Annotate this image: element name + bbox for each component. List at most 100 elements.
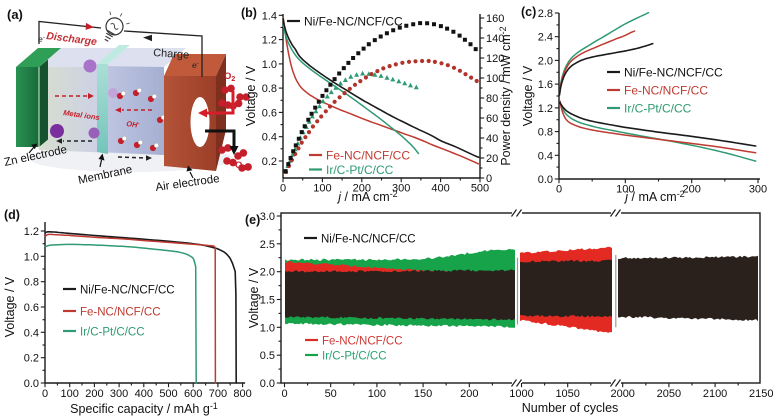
svg-text:0.2: 0.2 <box>24 353 39 365</box>
svg-text:0.2: 0.2 <box>262 156 277 168</box>
svg-text:Power density / mW cm-2: Power density / mW cm-2 <box>498 26 513 165</box>
svg-text:40: 40 <box>486 133 498 145</box>
svg-text:Fe-NC/NCF/CC: Fe-NC/NCF/CC <box>624 84 708 98</box>
svg-text:(c): (c) <box>521 5 536 19</box>
svg-text:0.5: 0.5 <box>260 350 275 362</box>
svg-text:Ir/C-Pt/C/CC: Ir/C-Pt/C/CC <box>80 327 145 339</box>
svg-text:0.8: 0.8 <box>538 127 553 139</box>
svg-text:1.0: 1.0 <box>24 251 39 263</box>
svg-text:200: 200 <box>85 388 103 400</box>
svg-text:1000: 1000 <box>509 388 533 400</box>
svg-text:200: 200 <box>353 183 371 195</box>
svg-text:300: 300 <box>392 183 410 195</box>
svg-text:2100: 2100 <box>703 388 727 400</box>
svg-text:0.4: 0.4 <box>262 132 277 144</box>
svg-text:1.2: 1.2 <box>262 35 277 47</box>
svg-text:Charge: Charge <box>153 47 190 61</box>
svg-text:0: 0 <box>42 388 48 400</box>
svg-text:e-: e- <box>38 34 45 44</box>
svg-text:1.0: 1.0 <box>260 322 275 334</box>
svg-text:Voltage / V: Voltage / V <box>244 65 258 126</box>
svg-text:0.8: 0.8 <box>24 277 39 289</box>
svg-text:3.0: 3.0 <box>260 211 275 223</box>
svg-text:0: 0 <box>486 173 492 185</box>
svg-text:j / mA cm-2: j / mA cm-2 <box>336 189 397 204</box>
svg-text:Fe-NC/NCF/CC: Fe-NC/NCF/CC <box>80 307 161 319</box>
svg-text:(b): (b) <box>241 6 257 20</box>
svg-text:800: 800 <box>233 388 251 400</box>
svg-text:0: 0 <box>281 388 287 400</box>
svg-text:200: 200 <box>682 184 700 196</box>
svg-text:200: 200 <box>460 388 478 400</box>
svg-text:700: 700 <box>209 388 227 400</box>
svg-text:400: 400 <box>431 183 449 195</box>
svg-text:2.0: 2.0 <box>260 267 275 279</box>
svg-text:600: 600 <box>184 388 202 400</box>
svg-text:Ni/Fe-NC/NCF/CC: Ni/Fe-NC/NCF/CC <box>304 15 403 29</box>
svg-text:2000: 2000 <box>610 388 634 400</box>
svg-text:0.0: 0.0 <box>538 174 553 186</box>
svg-text:0.0: 0.0 <box>24 378 39 390</box>
svg-text:2.4: 2.4 <box>538 32 553 44</box>
svg-text:2.8: 2.8 <box>538 8 553 20</box>
svg-text:2.0: 2.0 <box>538 55 553 67</box>
svg-text:50: 50 <box>325 388 337 400</box>
svg-text:400: 400 <box>135 388 153 400</box>
svg-text:OH-: OH- <box>126 119 140 130</box>
svg-text:0: 0 <box>556 184 562 196</box>
svg-text:1.5: 1.5 <box>260 294 275 306</box>
svg-text:160: 160 <box>486 13 504 25</box>
svg-text:100: 100 <box>368 388 386 400</box>
svg-text:100: 100 <box>486 73 504 85</box>
svg-text:1.6: 1.6 <box>538 79 553 91</box>
svg-text:0.0: 0.0 <box>260 378 275 390</box>
svg-text:500: 500 <box>159 388 177 400</box>
svg-text:300: 300 <box>749 184 767 196</box>
svg-text:1.2: 1.2 <box>24 226 39 238</box>
svg-text:150: 150 <box>414 388 432 400</box>
svg-text:(d): (d) <box>4 208 20 222</box>
svg-text:Voltage / V: Voltage / V <box>247 267 261 328</box>
svg-text:Ir/C-Pt/C/CC: Ir/C-Pt/C/CC <box>326 163 394 177</box>
svg-text:100: 100 <box>61 388 79 400</box>
svg-text:0.6: 0.6 <box>262 107 277 119</box>
svg-text:60: 60 <box>486 113 498 125</box>
svg-text:120: 120 <box>486 53 504 65</box>
svg-text:20: 20 <box>486 153 498 165</box>
svg-text:Number of cycles: Number of cycles <box>522 401 619 415</box>
svg-text:1.4: 1.4 <box>262 10 277 22</box>
svg-text:100: 100 <box>313 183 331 195</box>
svg-text:1.2: 1.2 <box>538 103 553 115</box>
svg-text:Specific capacity / mAh g-1: Specific capacity / mAh g-1 <box>70 401 218 416</box>
svg-text:O2: O2 <box>235 160 246 172</box>
svg-text:Voltage / V: Voltage / V <box>521 65 535 126</box>
svg-text:80: 80 <box>486 93 498 105</box>
svg-text:0.6: 0.6 <box>24 302 39 314</box>
svg-text:0.4: 0.4 <box>538 150 553 162</box>
svg-text:Voltage / V: Voltage / V <box>3 276 17 337</box>
svg-text:0: 0 <box>280 183 286 195</box>
svg-text:2150: 2150 <box>749 388 773 400</box>
svg-text:Air electrode: Air electrode <box>155 173 221 194</box>
svg-text:1.0: 1.0 <box>262 59 277 71</box>
svg-text:O2: O2 <box>224 71 235 83</box>
svg-text:(e): (e) <box>245 213 260 227</box>
svg-text:Ni/Fe-NC/NCF/CC: Ni/Fe-NC/NCF/CC <box>321 234 416 246</box>
svg-text:Ir/C-Pt/C/CC: Ir/C-Pt/C/CC <box>322 351 387 363</box>
svg-text:Fe-NC/NCF/CC: Fe-NC/NCF/CC <box>322 336 403 348</box>
svg-text:Ir/C-Pt/C/CC: Ir/C-Pt/C/CC <box>624 102 692 116</box>
svg-text:j / mA cm-2: j / mA cm-2 <box>623 189 684 204</box>
svg-text:Ni/Fe-NC/NCF/CC: Ni/Fe-NC/NCF/CC <box>624 66 723 80</box>
svg-text:Fe-NC/NCF/CC: Fe-NC/NCF/CC <box>326 149 410 163</box>
svg-text:2.5: 2.5 <box>260 239 275 251</box>
svg-text:2050: 2050 <box>657 388 681 400</box>
svg-text:0.8: 0.8 <box>262 83 277 95</box>
svg-text:140: 140 <box>486 33 504 45</box>
svg-text:1050: 1050 <box>555 388 579 400</box>
svg-text:e-: e- <box>192 60 199 70</box>
svg-text:Discharge: Discharge <box>46 30 98 48</box>
svg-text:(a): (a) <box>7 7 23 22</box>
svg-text:100: 100 <box>616 184 634 196</box>
svg-text:0.4: 0.4 <box>24 327 39 339</box>
svg-text:Ni/Fe-NC/NCF/CC: Ni/Fe-NC/NCF/CC <box>80 285 175 297</box>
